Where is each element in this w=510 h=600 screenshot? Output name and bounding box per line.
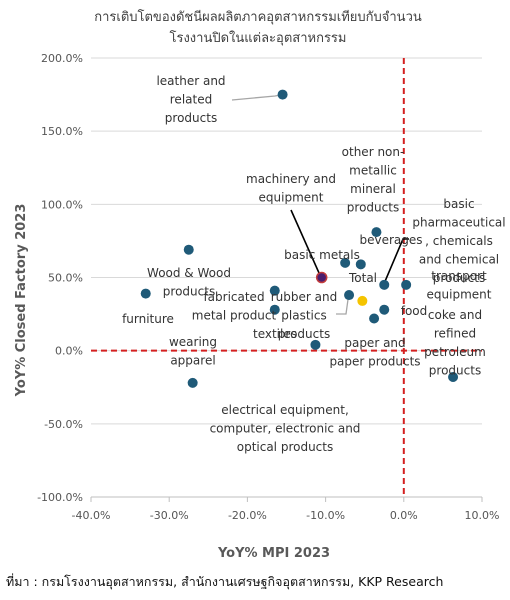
point-label: paper and paper products [329,336,420,369]
data-point [310,339,321,350]
point-label: leather and related products [156,74,225,125]
y-tick-label: -100.0% [37,491,83,504]
chart-title-line-1: การเติบโตของดัชนีผลผลิตภาคอุตสาหกรรมเทีย… [94,9,422,25]
x-tick-label: -30.0% [150,509,189,522]
x-tick-label: 10.0% [465,509,500,522]
point-label: Total [348,271,377,285]
leader-leather [231,93,283,101]
point-label: Wood & Wood products [147,266,231,299]
data-point [357,295,368,306]
data-point [355,259,366,270]
x-tick-label: -10.0% [306,509,345,522]
x-tick-label: -40.0% [72,509,111,522]
y-tick-label: 200.0% [41,52,83,65]
leader-rubber [336,298,349,315]
y-axis-title: YoY% Closed Factory 2023 [14,204,29,398]
x-tick-label: 0.0% [390,509,418,522]
reference-lines [91,58,482,497]
x-tick-label: -20.0% [228,509,267,522]
y-tick-label: -50.0% [44,418,83,431]
chart-title-line-2: โรงงานปิดในแต่ละอุตสาหกรรม [169,30,346,46]
data-point [379,279,390,290]
point-label: furniture [122,312,174,326]
point-label: electrical equipment, computer, electroni… [210,403,361,454]
point-label: wearing apparel [169,335,217,368]
y-tick-label: 0.0% [55,345,83,358]
data-point [187,377,198,388]
data-point [379,304,390,315]
data-point [183,244,194,255]
data-point [340,257,351,268]
data-point [277,89,288,100]
axis-ticks: -100.0% -50.0% 0.0% 50.0% 100.0% 150.0% 200.0%… [37,52,499,522]
data-point [269,304,280,315]
leader-pharma [384,238,409,282]
point-label: textiles [253,327,297,341]
leader-lines [231,93,409,315]
point-labels: leather and related products other non-meta… [122,74,506,454]
point-label: basic pharmaceutical, chemicals and chemic… [412,197,505,285]
point-label: transport equipment [427,269,492,302]
leader-machinery [290,209,321,275]
data-point [401,279,412,290]
point-label: food [401,304,428,318]
data-point [315,271,328,284]
data-point [369,313,380,324]
y-tick-label: 150.0% [41,125,83,138]
x-axis-title: YoY% MPI 2023 [217,546,330,561]
data-point [344,290,355,301]
point-label: other non-metallic mineral products [342,145,405,215]
data-point [269,285,280,296]
point-label: fabricated metal product [192,290,277,323]
y-tick-label: 100.0% [41,198,83,211]
point-label: machinery and equipment [246,172,336,205]
point-label: coke and refined petroleum products [424,308,486,378]
source-note: ที่มา : กรมโรงงานอุตสาหกรรม, สำนักงานเศร… [6,574,444,589]
data-point [140,288,151,299]
point-label: basic metals [284,248,360,262]
y-tick-label: 50.0% [48,272,83,285]
point-label: beverages [359,233,422,247]
point-label: rubber and plastics products [271,290,337,341]
data-points [140,89,459,388]
data-point [371,227,382,238]
data-point [448,372,459,383]
